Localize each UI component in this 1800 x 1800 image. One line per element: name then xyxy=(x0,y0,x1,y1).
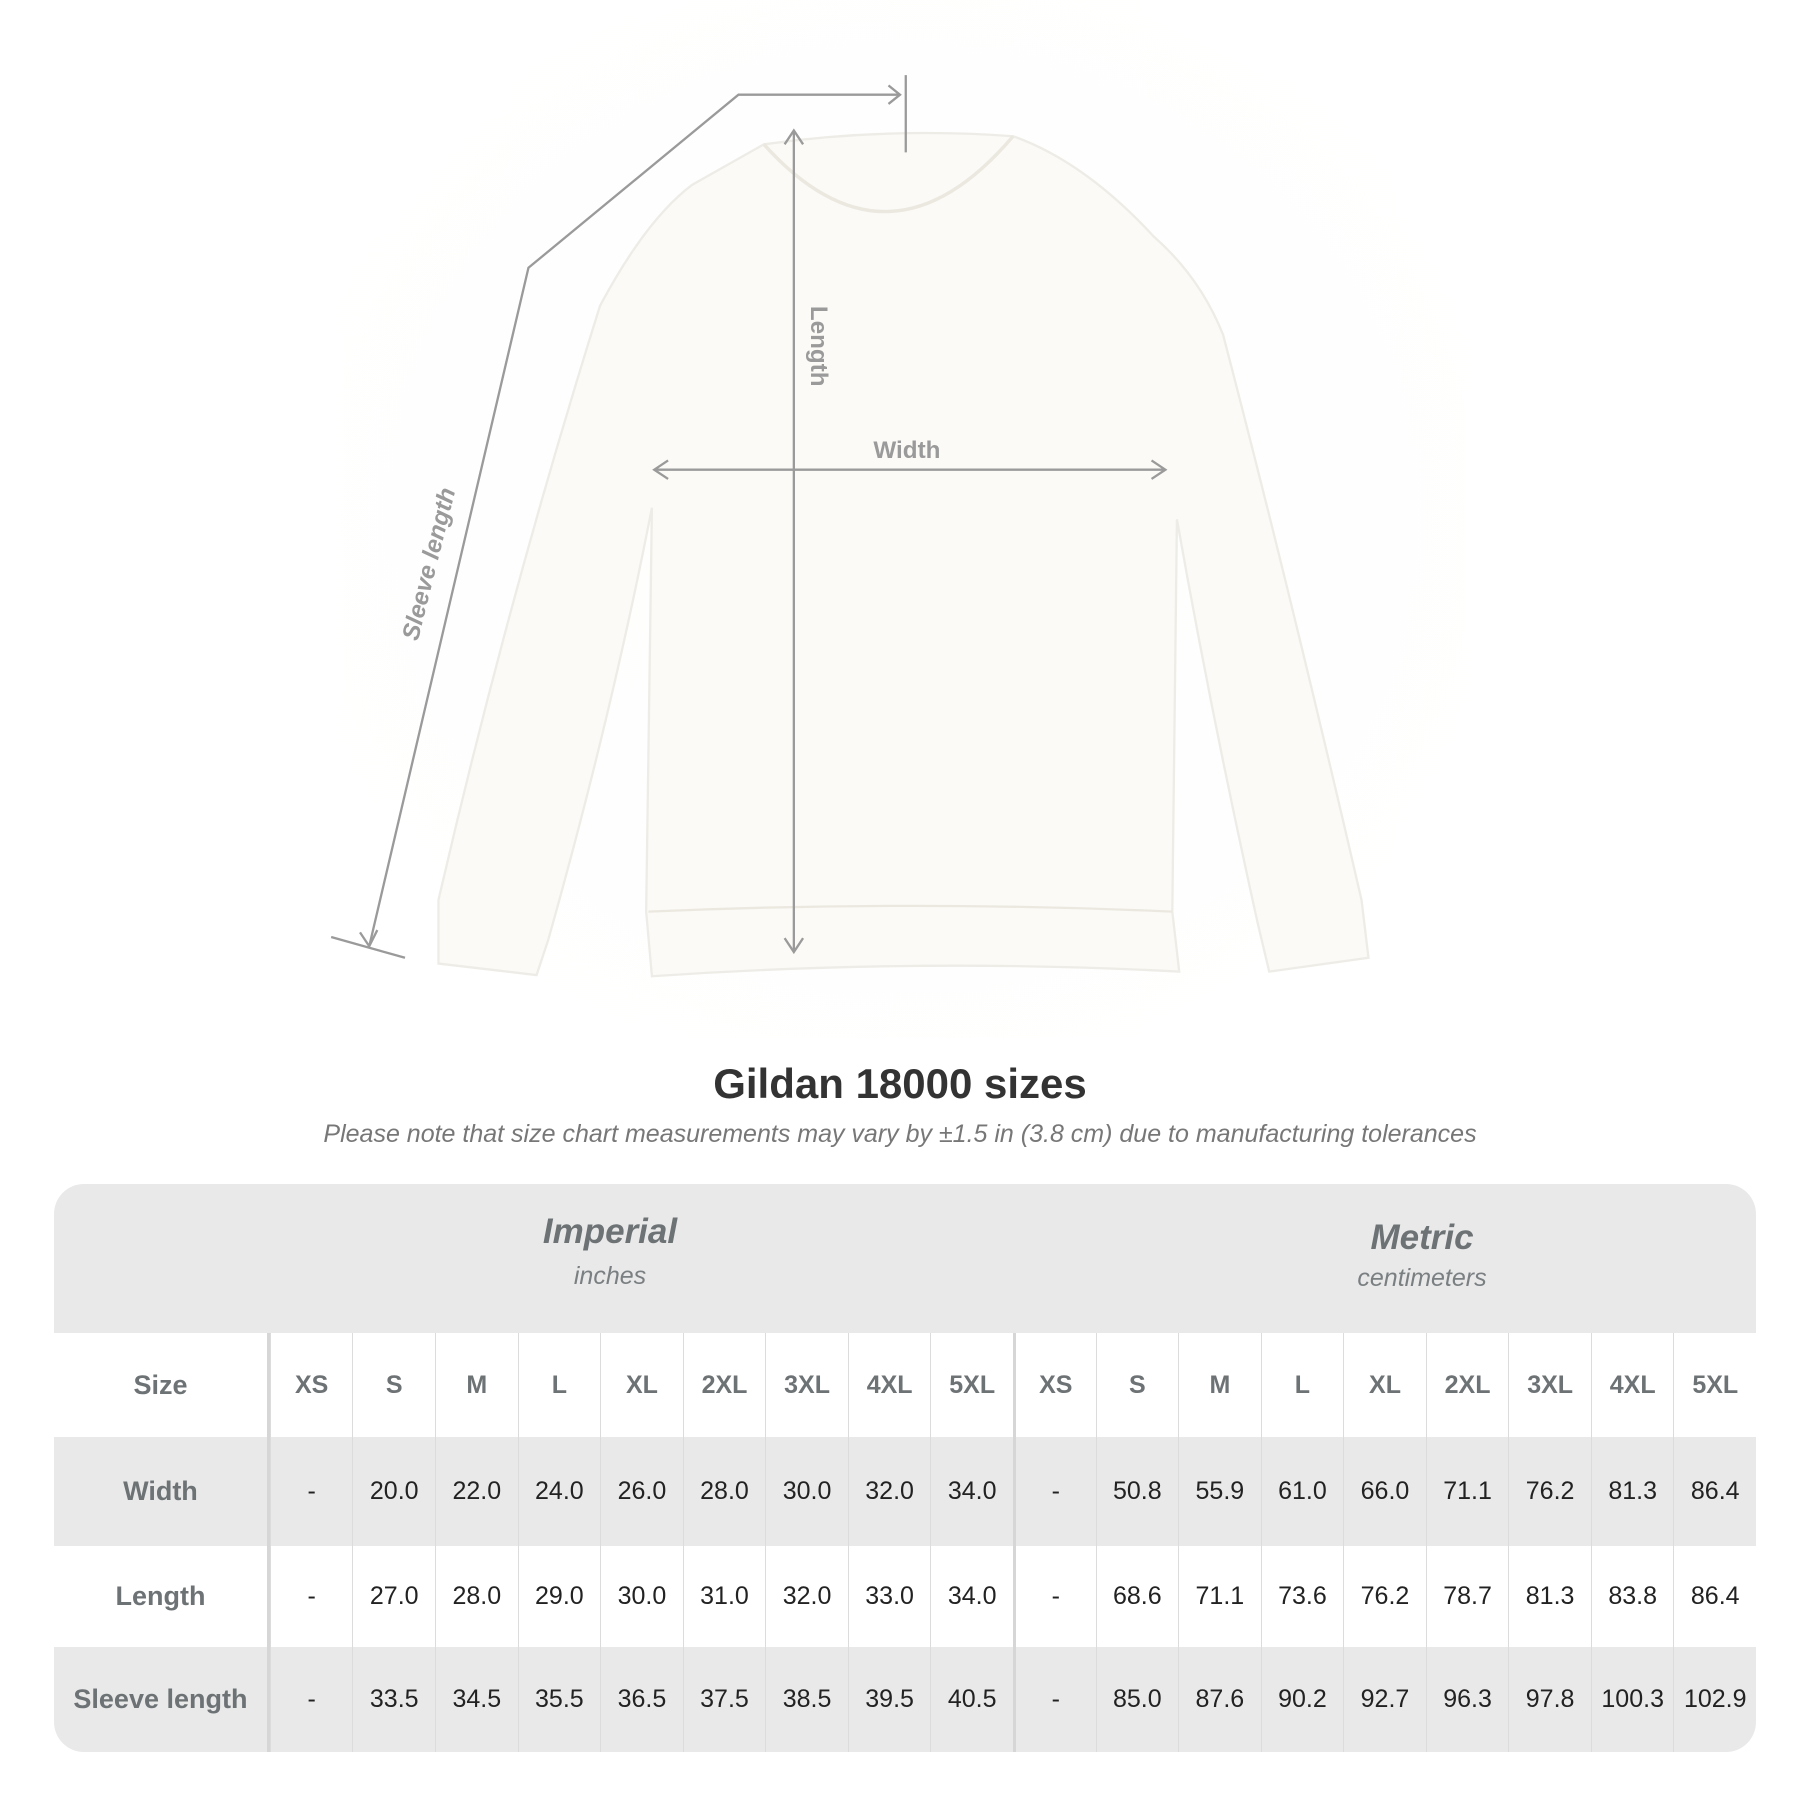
measurement-lines xyxy=(330,75,1168,959)
page-title: Gildan 18000 sizes xyxy=(713,1060,1087,1107)
imperial-value-cell: 20.0 xyxy=(352,1437,435,1546)
metric-value-cell: 86.4 xyxy=(1673,1546,1756,1647)
imperial-value-cell: 34.0 xyxy=(930,1437,1013,1546)
metric-value-cell: - xyxy=(1012,1647,1096,1752)
length-label: Length xyxy=(805,306,832,387)
imperial-value-cell: 30.0 xyxy=(765,1437,848,1546)
size-header-metric: XS xyxy=(1012,1333,1096,1437)
metric-value-cell: 97.8 xyxy=(1508,1647,1591,1752)
imperial-value-cell: - xyxy=(269,1437,353,1546)
metric-value-cell: 87.6 xyxy=(1178,1647,1261,1752)
imperial-value-cell: 34.5 xyxy=(435,1647,518,1752)
width-label: Width xyxy=(873,437,940,464)
size-header-metric: XL xyxy=(1343,1333,1426,1437)
imperial-value-cell: 40.5 xyxy=(930,1647,1013,1752)
metric-unit: centimeters xyxy=(1357,1264,1487,1292)
imperial-value-cell: 33.0 xyxy=(847,1546,931,1647)
sleeve-length-line xyxy=(368,93,900,947)
metric-value-cell: 83.8 xyxy=(1590,1546,1674,1647)
imperial-value-cell: 33.5 xyxy=(352,1647,435,1752)
size-header-metric: 4XL xyxy=(1590,1333,1674,1437)
imperial-value-cell: 39.5 xyxy=(847,1647,931,1752)
size-header-imperial: 5XL xyxy=(930,1333,1013,1437)
sweatshirt xyxy=(437,131,1370,978)
metric-value-cell: 96.3 xyxy=(1425,1647,1509,1752)
metric-value-cell: - xyxy=(1012,1437,1096,1546)
size-header-metric: 5XL xyxy=(1673,1333,1756,1437)
size-header-imperial: XL xyxy=(600,1333,683,1437)
imperial-value-cell: 35.5 xyxy=(517,1647,601,1752)
row-label: Length xyxy=(54,1546,270,1647)
neckline xyxy=(762,135,1015,214)
metric-value-cell: 71.1 xyxy=(1178,1546,1261,1647)
metric-value-cell: 100.3 xyxy=(1590,1647,1674,1752)
size-header-metric: L xyxy=(1260,1333,1344,1437)
size-header-imperial: XS xyxy=(269,1333,353,1437)
metric-value-cell: 61.0 xyxy=(1260,1437,1344,1546)
metric-value-cell: 55.9 xyxy=(1178,1437,1261,1546)
metric-value-cell: 68.6 xyxy=(1095,1546,1179,1647)
metric-value-cell: 78.7 xyxy=(1425,1546,1509,1647)
imperial-value-cell: 24.0 xyxy=(517,1437,601,1546)
size-row: Size XS S M L XL 2XL 3XL 4XL 5XL XS S M L XL 2XL 3XL 4XL 5… xyxy=(54,1333,1756,1437)
size-header-imperial: 4XL xyxy=(847,1333,931,1437)
imperial-unit: inches xyxy=(573,1262,647,1290)
imperial-value-cell: 29.0 xyxy=(517,1546,601,1647)
size-table: Imperial inches Metric centimeters Size X… xyxy=(54,1184,1756,1752)
imperial-value-cell: 31.0 xyxy=(682,1546,766,1647)
metric-value-cell: 102.9 xyxy=(1673,1647,1756,1752)
waistband xyxy=(648,904,1173,913)
metric-value-cell: 73.6 xyxy=(1260,1546,1344,1647)
imperial-value-cell: 30.0 xyxy=(600,1546,683,1647)
metric-value-cell: - xyxy=(1012,1546,1096,1647)
metric-title: Metric xyxy=(1370,1218,1474,1257)
sweatshirt-diagram: Length Width Sleeve length xyxy=(330,0,1466,1039)
size-header-imperial: 3XL xyxy=(765,1333,848,1437)
size-header-metric: M xyxy=(1178,1333,1261,1437)
metric-value-cell: 71.1 xyxy=(1425,1437,1509,1546)
size-label: Size xyxy=(54,1333,270,1437)
metric-value-cell: 66.0 xyxy=(1343,1437,1426,1546)
imperial-value-cell: 28.0 xyxy=(682,1437,766,1546)
size-header-imperial: L xyxy=(517,1333,601,1437)
tolerance-note: Please note that size chart measurements… xyxy=(323,1120,1477,1148)
size-header-imperial: 2XL xyxy=(682,1333,766,1437)
metric-value-cell: 86.4 xyxy=(1673,1437,1756,1546)
imperial-value-cell: 37.5 xyxy=(682,1647,766,1752)
imperial-value-cell: 36.5 xyxy=(600,1647,683,1752)
metric-value-cell: 92.7 xyxy=(1343,1647,1426,1752)
imperial-value-cell: - xyxy=(269,1546,353,1647)
size-header-metric: 3XL xyxy=(1508,1333,1591,1437)
metric-value-cell: 50.8 xyxy=(1095,1437,1179,1546)
size-header-imperial: S xyxy=(352,1333,435,1437)
size-header-metric: 2XL xyxy=(1425,1333,1509,1437)
table-row: Width -20.0 22.0 24.0 26.0 28.0 30.0 32.0 34.0-5… xyxy=(54,1437,1756,1546)
imperial-value-cell: 28.0 xyxy=(435,1546,518,1647)
imperial-value-cell: 22.0 xyxy=(435,1437,518,1546)
metric-value-cell: 76.2 xyxy=(1343,1546,1426,1647)
imperial-value-cell: 32.0 xyxy=(847,1437,931,1546)
table-row: Length -27.0 28.0 29.0 30.0 31.0 32.0 33.0 34.0-… xyxy=(54,1546,1756,1647)
row-label: Width xyxy=(54,1437,270,1546)
metric-value-cell: 81.3 xyxy=(1590,1437,1674,1546)
size-header-imperial: M xyxy=(435,1333,518,1437)
metric-value-cell: 76.2 xyxy=(1508,1437,1591,1546)
metric-value-cell: 81.3 xyxy=(1508,1546,1591,1647)
metric-value-cell: 90.2 xyxy=(1260,1647,1344,1752)
imperial-value-cell: - xyxy=(269,1647,353,1752)
metric-value-cell: 85.0 xyxy=(1095,1647,1179,1752)
table-row: Sleeve length -33.5 34.5 35.5 36.5 37.5 38.5 39… xyxy=(54,1647,1756,1752)
imperial-value-cell: 32.0 xyxy=(765,1546,848,1647)
imperial-value-cell: 26.0 xyxy=(600,1437,683,1546)
imperial-value-cell: 34.0 xyxy=(930,1546,1013,1647)
imperial-value-cell: 38.5 xyxy=(765,1647,848,1752)
row-label: Sleeve length xyxy=(54,1647,270,1752)
imperial-title: Imperial xyxy=(542,1212,678,1251)
metric-header: Metric centimeters xyxy=(1122,1218,1722,1293)
imperial-header: Imperial inches xyxy=(310,1212,910,1291)
unit-header: Imperial inches Metric centimeters xyxy=(54,1184,1756,1333)
size-header-metric: S xyxy=(1095,1333,1179,1437)
imperial-value-cell: 27.0 xyxy=(352,1546,435,1647)
